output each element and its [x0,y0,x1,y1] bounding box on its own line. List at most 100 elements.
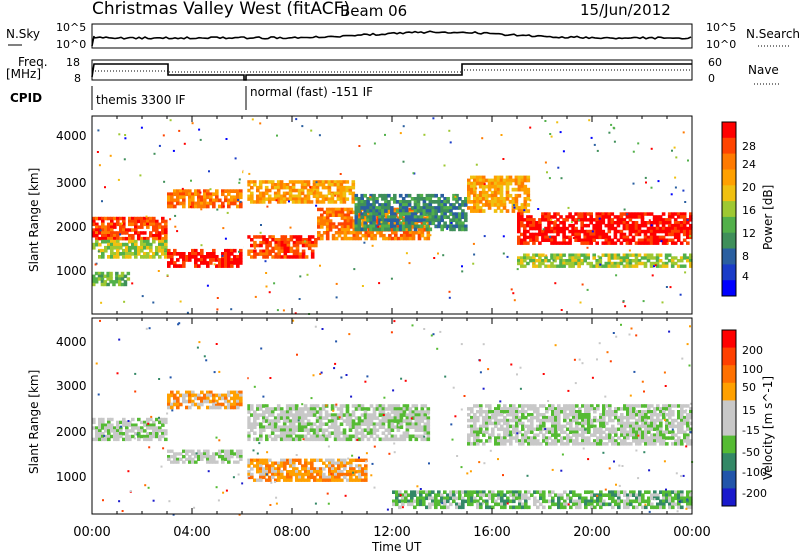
vel-cb-tick-m100: -100 [742,466,767,479]
vel-cb-swatch-9 [722,488,736,507]
power-cb-tick-4: 4 [742,270,749,283]
power-cb-tick-28: 28 [742,140,756,153]
vel-cb-swatch-2 [722,365,736,384]
velocity-data [92,318,694,516]
date-label: 15/Jun/2012 [580,1,671,19]
xtick-3: 12:00 [373,525,410,540]
vel-cb-tick-50: 50 [742,381,756,394]
power-cb-swatch-2 [722,153,736,170]
nsky-panel: N.Sky 10^5 10^0 10^5 10^0 N.Search [6,21,800,51]
xtick-6: 00:00 [673,525,710,540]
vel-cb-tick-m200: -200 [742,487,767,500]
vel-cb-tick-m50: -50 [742,446,760,459]
cpid-label: CPID [10,91,42,105]
nsky-tick-bottom: 10^0 [56,38,86,51]
power-data-gap [243,116,248,314]
cpid-mode-1: themis 3300 IF [96,93,186,107]
velocity-ytick-2000: 2000 [56,425,87,439]
power-cb-swatch-8 [722,248,736,265]
vel-cb-swatch-6 [722,435,736,454]
power-data [92,116,693,315]
power-cb-label: Power [dB] [761,185,775,250]
power-cb-swatch-10 [722,280,736,297]
vel-cb-swatch-4 [722,400,736,419]
vel-cb-swatch-0 [722,330,736,349]
nave-trace [92,69,692,73]
vel-cb-swatch-7 [722,453,736,472]
xtick-0: 00:00 [73,525,110,540]
xtick-5: 20:00 [573,525,610,540]
power-cb-swatch-4 [722,185,736,202]
power-ytick-2000: 2000 [56,220,87,234]
power-colorbar: 28 24 20 16 12 8 4 Power [dB] [721,121,775,297]
power-cb-swatch-1 [722,137,736,155]
velocity-colorbar: 200 100 50 15 -15 -50 -100 -200 Velocity… [721,329,775,507]
velocity-band-1 [167,390,243,410]
vel-cb-label: Velocity [m s^-1] [761,376,775,480]
freq-trace [91,63,692,81]
power-band-5 [247,235,318,259]
power-cb-swatch-7 [722,232,736,249]
velocity-ytick-1000: 1000 [56,470,87,484]
nave-label: Nave [748,63,779,77]
vel-cb-swatch-3 [722,382,736,401]
vel-cb-tick-m15: -15 [742,424,760,437]
velocity-band-5 [467,404,693,446]
power-band-9 [467,175,531,213]
power-band-11 [517,253,693,268]
velocity-band-0 [92,417,168,442]
power-cb-swatch-9 [722,264,736,281]
nave-tick-bottom: 0 [708,72,715,85]
station-title: Christmas Valley West (fitACF) [92,0,350,19]
power-band-8 [354,193,468,232]
power-cb-tick-24: 24 [742,158,756,171]
power-cb-tick-20: 20 [742,181,756,194]
vel-cb-swatch-5 [722,418,736,437]
vel-cb-tick-200: 200 [742,344,763,357]
vel-cb-tick-15: 15 [742,404,756,417]
nsky-tick-top: 10^5 [56,21,86,34]
freq-unit: [MHz] [6,67,41,81]
velocity-ylabel: Slant Range [km] [27,370,41,474]
velocity-ytick-4000: 4000 [56,335,87,349]
power-band-1 [92,239,168,259]
velocity-panel: Slant Range [km] 4000 3000 2000 1000 [27,317,694,516]
power-cb-tick-8: 8 [742,250,749,263]
freq-label: Freq. [18,55,48,69]
freq-tick-bottom: 8 [74,72,81,85]
vel-cb-swatch-8 [722,470,736,489]
freq-panel: Freq. [MHz] 18 8 60 0 Nave [6,55,780,85]
velocity-ytick-3000: 3000 [56,379,87,393]
vel-cb-tick-100: 100 [742,363,763,376]
vel-cb-swatch-1 [722,347,736,366]
power-cb-swatch-6 [722,216,736,234]
power-panel: Slant Range [km] 4000 3000 2000 1000 [27,115,693,315]
velocity-band-4 [247,404,431,442]
beam-label: Beam 06 [340,2,407,20]
time-axis: 00:00 04:00 08:00 12:00 16:00 20:00 00:0… [73,525,710,554]
velocity-band-3 [247,458,368,482]
power-cb-swatch-3 [722,169,736,186]
power-cb-swatch-5 [722,201,736,218]
power-ytick-1000: 1000 [56,264,87,278]
nsearch-tick-bottom: 10^0 [706,38,736,51]
xtick-2: 08:00 [273,525,310,540]
xtick-4: 16:00 [473,525,510,540]
nave-tick-top: 60 [708,56,722,69]
velocity-band-6 [392,490,693,510]
velocity-data-gap [243,318,248,514]
power-cb-swatch-0 [722,122,736,139]
power-cb-tick-12: 12 [742,227,756,240]
xtick-1: 04:00 [173,525,210,540]
power-ylabel: Slant Range [km] [27,168,41,272]
nsky-label: N.Sky [6,27,40,41]
power-ytick-3000: 3000 [56,176,87,190]
power-cb-tick-16: 16 [742,204,756,217]
power-ytick-4000: 4000 [56,129,87,143]
nsky-trace [91,30,692,47]
freq-tick-top: 18 [66,56,80,69]
nsearch-label: N.Search [746,27,800,41]
power-band-0 [92,216,168,241]
xaxis-label: Time UT [371,540,422,554]
